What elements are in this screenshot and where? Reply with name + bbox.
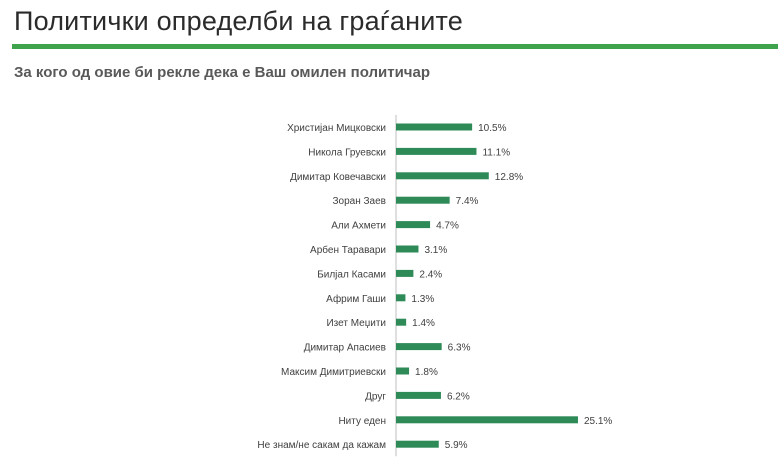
bar bbox=[396, 123, 473, 131]
title-divider bbox=[12, 44, 778, 49]
data-label: 12.8% bbox=[495, 172, 523, 183]
data-label: 1.8% bbox=[415, 367, 438, 378]
data-label: 4.7% bbox=[436, 221, 459, 232]
data-label: 3.1% bbox=[424, 245, 447, 256]
bar bbox=[396, 172, 489, 180]
category-label: Димитар Апасиев bbox=[304, 343, 386, 354]
bar bbox=[396, 147, 477, 155]
data-label: 25.1% bbox=[584, 416, 612, 427]
data-label: 6.2% bbox=[447, 391, 470, 402]
data-label: 1.4% bbox=[412, 318, 435, 329]
category-label: Билјал Касами bbox=[317, 269, 386, 280]
data-label: 1.3% bbox=[411, 294, 434, 305]
category-label: Зоран Заев bbox=[332, 196, 386, 207]
page-title: Политички определби на граѓаните bbox=[14, 6, 463, 36]
category-label: Арбен Таравари bbox=[310, 244, 386, 256]
category-label: Христијан Мицковски bbox=[287, 123, 386, 134]
bar bbox=[396, 440, 439, 448]
data-label: 2.4% bbox=[419, 269, 442, 280]
data-label: 6.3% bbox=[448, 343, 471, 354]
category-label: Изет Меџити bbox=[326, 318, 386, 329]
bar bbox=[396, 294, 406, 302]
category-label: Димитар Ковечавски bbox=[290, 172, 386, 183]
bar bbox=[396, 391, 441, 399]
category-label: Ниту еден bbox=[338, 416, 386, 427]
bar bbox=[396, 196, 450, 204]
category-label: Али Ахмети bbox=[331, 221, 386, 232]
data-label: 5.9% bbox=[445, 440, 468, 451]
category-label: Африм Гаши bbox=[326, 293, 386, 305]
category-label: Не знам/не сакам да кажам bbox=[257, 440, 386, 451]
category-label: Максим Димитриевски bbox=[281, 367, 386, 378]
bar bbox=[396, 269, 414, 277]
data-label: 10.5% bbox=[478, 123, 506, 134]
bar bbox=[396, 221, 431, 229]
bar bbox=[396, 343, 442, 351]
bar bbox=[396, 367, 410, 375]
category-label: Никола Груевски bbox=[308, 147, 386, 158]
category-label: Друг bbox=[365, 391, 386, 402]
data-label: 7.4% bbox=[456, 196, 479, 207]
bar bbox=[396, 416, 578, 424]
bar bbox=[396, 245, 419, 253]
data-label: 11.1% bbox=[482, 147, 510, 158]
bar bbox=[396, 318, 407, 326]
chart-subtitle: За кого од овие би рекле дека е Ваш омил… bbox=[14, 64, 431, 81]
